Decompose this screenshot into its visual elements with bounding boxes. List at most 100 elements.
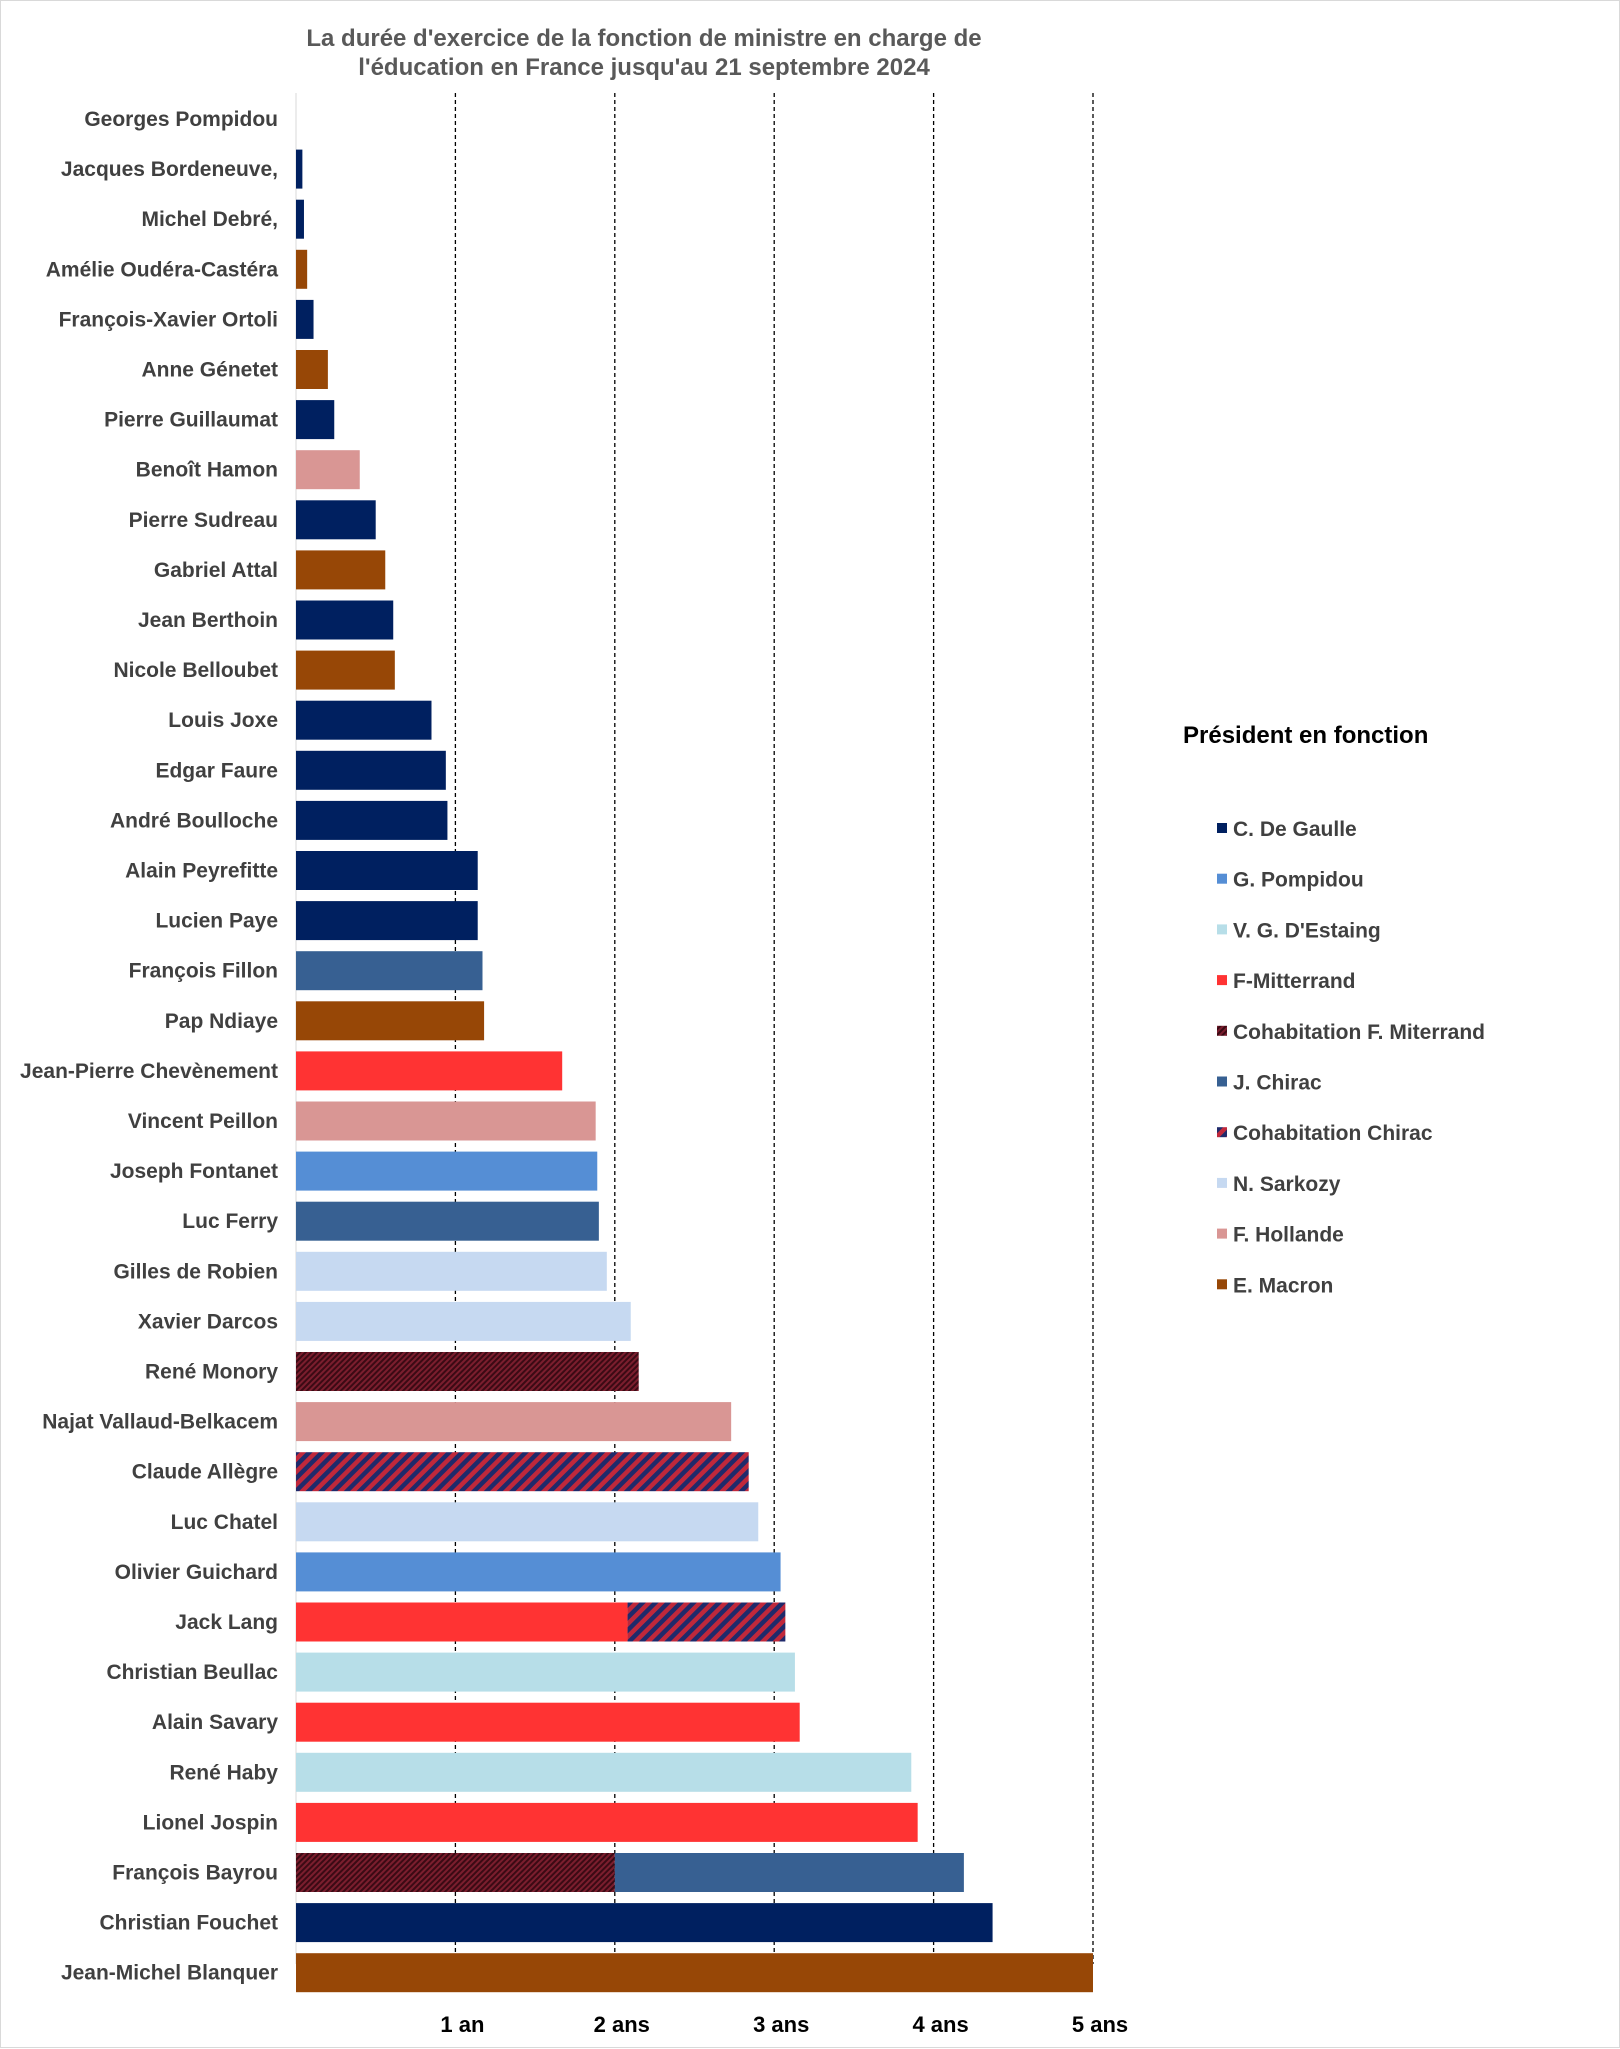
category-label: Pap Ndiaye	[165, 1010, 278, 1033]
category-label: Jean-Michel Blanquer	[61, 1962, 278, 1985]
category-label: Edgar Faure	[155, 759, 278, 782]
bar-33-segment-0	[296, 1752, 912, 1792]
bar-11-segment-0	[296, 650, 395, 690]
bar-37-segment-0	[296, 1953, 1093, 1993]
legend-label-hollande: F. Hollande	[1233, 1224, 1344, 1247]
category-label: Alain Savary	[152, 1711, 278, 1734]
x-tick-label: 1 an	[440, 2012, 484, 2037]
bar-2-segment-0	[296, 199, 304, 239]
legend-swatch-pompidou	[1217, 873, 1227, 884]
bar-17-segment-0	[296, 951, 483, 991]
legend-label-cohab_mitterrand: Cohabitation F. Miterrand	[1233, 1021, 1485, 1044]
bar-30-segment-1	[627, 1602, 786, 1642]
category-label: Jean Berthoin	[138, 609, 278, 632]
bar-20-segment-0	[296, 1101, 596, 1141]
x-tick-label: 4 ans	[912, 2012, 968, 2037]
category-label: Louis Joxe	[168, 709, 278, 732]
bar-1-segment-0	[296, 149, 303, 189]
category-label: Amélie Oudéra-Castéra	[46, 258, 279, 281]
bar-31-segment-0	[296, 1652, 795, 1692]
legend-swatch-hollande	[1217, 1228, 1227, 1239]
category-label: Christian Fouchet	[99, 1912, 278, 1935]
legend-swatch-mitterrand	[1217, 975, 1227, 986]
legend-title: Président en fonction	[1183, 722, 1428, 749]
category-label: René Haby	[169, 1761, 278, 1784]
bar-14-segment-0	[296, 800, 448, 840]
category-label: Luc Chatel	[171, 1511, 278, 1534]
category-label: Georges Pompidou	[84, 108, 278, 131]
category-label: Lionel Jospin	[143, 1811, 278, 1834]
bar-10-segment-0	[296, 600, 394, 640]
legend-swatch-cohab_chirac	[1217, 1127, 1227, 1138]
legend-swatch-chirac	[1217, 1076, 1227, 1087]
bar-28-segment-0	[296, 1502, 759, 1542]
legend-label-gaulle: C. De Gaulle	[1233, 818, 1357, 841]
bar-6-segment-0	[296, 400, 335, 440]
bar-18-segment-0	[296, 1001, 485, 1041]
legend-label-sarkozy: N. Sarkozy	[1233, 1173, 1341, 1196]
bar-23-segment-0	[296, 1251, 607, 1291]
legend-swatch-cohab_mitterrand	[1217, 1025, 1227, 1036]
bar-30-segment-0	[296, 1602, 628, 1642]
category-label: Joseph Fontanet	[110, 1160, 278, 1183]
bar-24-segment-0	[296, 1301, 631, 1341]
bar-15-segment-0	[296, 851, 478, 890]
bar-13-segment-0	[296, 750, 446, 790]
legend: Président en fonction C. De Gaulle G. Pom…	[1183, 722, 1485, 1297]
x-tick-label: 5 ans	[1072, 2012, 1128, 2037]
category-label: Claude Allègre	[132, 1461, 278, 1484]
x-axis-ticks: 1 an 2 ans 3 ans 4 ans 5 ans	[440, 2012, 1128, 2037]
bar-35-segment-1	[614, 1853, 964, 1892]
bar-26-segment-0	[296, 1402, 732, 1442]
category-label: André Boulloche	[110, 809, 278, 832]
category-label: Anne Génetet	[141, 359, 278, 382]
bar-35-segment-0	[296, 1853, 615, 1892]
bar-12-segment-0	[296, 700, 432, 740]
category-label: Jean-Pierre Chevènement	[20, 1060, 278, 1083]
category-label: Nicole Belloubet	[113, 659, 278, 682]
category-label: Alain Peyrefitte	[125, 860, 278, 883]
bar-29-segment-0	[296, 1552, 781, 1592]
category-label: François-Xavier Ortoli	[59, 308, 278, 331]
category-label: François Fillon	[129, 960, 278, 983]
legend-swatch-destaing	[1217, 924, 1227, 935]
category-label: Jack Lang	[175, 1611, 278, 1634]
category-label: Gabriel Attal	[154, 559, 278, 582]
category-label: Olivier Guichard	[115, 1561, 278, 1584]
x-tick-label: 3 ans	[753, 2012, 809, 2037]
category-label: Luc Ferry	[182, 1210, 278, 1233]
category-label: Michel Debré,	[141, 208, 278, 231]
chart-title: La durée d'exercice de la fonction de mi…	[306, 25, 981, 81]
category-label: Lucien Paye	[155, 910, 278, 933]
category-label: Vincent Peillon	[128, 1110, 278, 1133]
bar-34-segment-0	[296, 1802, 918, 1842]
bar-7-segment-0	[296, 450, 360, 490]
bar-3-segment-0	[296, 249, 308, 289]
bar-27-segment-0	[296, 1452, 749, 1492]
bar-22-segment-0	[296, 1201, 599, 1241]
legend-label-chirac: J. Chirac	[1233, 1072, 1322, 1095]
bars	[296, 149, 1093, 1993]
category-label: Gilles de Robien	[113, 1260, 278, 1283]
chart-title-line-1: La durée d'exercice de la fonction de mi…	[306, 25, 981, 52]
bar-21-segment-0	[296, 1151, 598, 1191]
category-label: François Bayrou	[112, 1862, 278, 1885]
legend-label-mitterrand: F-Mitterrand	[1233, 970, 1356, 993]
legend-swatch-sarkozy	[1217, 1177, 1227, 1188]
category-label: Najat Vallaud-Belkacem	[42, 1411, 278, 1434]
bar-5-segment-0	[296, 350, 328, 389]
legend-label-cohab_chirac: Cohabitation Chirac	[1233, 1122, 1433, 1145]
category-label: Christian Beullac	[106, 1661, 278, 1684]
bar-4-segment-0	[296, 299, 314, 339]
legend-label-destaing: V. G. D'Estaing	[1233, 919, 1381, 942]
category-label: Pierre Sudreau	[129, 509, 278, 532]
bar-8-segment-0	[296, 500, 376, 540]
bar-16-segment-0	[296, 901, 478, 941]
legend-swatch-gaulle	[1217, 823, 1227, 833]
category-label: Pierre Guillaumat	[104, 409, 278, 432]
bar-32-segment-0	[296, 1702, 800, 1742]
bar-19-segment-0	[296, 1051, 563, 1091]
legend-label-macron: E. Macron	[1233, 1274, 1333, 1297]
bar-25-segment-0	[296, 1352, 639, 1391]
